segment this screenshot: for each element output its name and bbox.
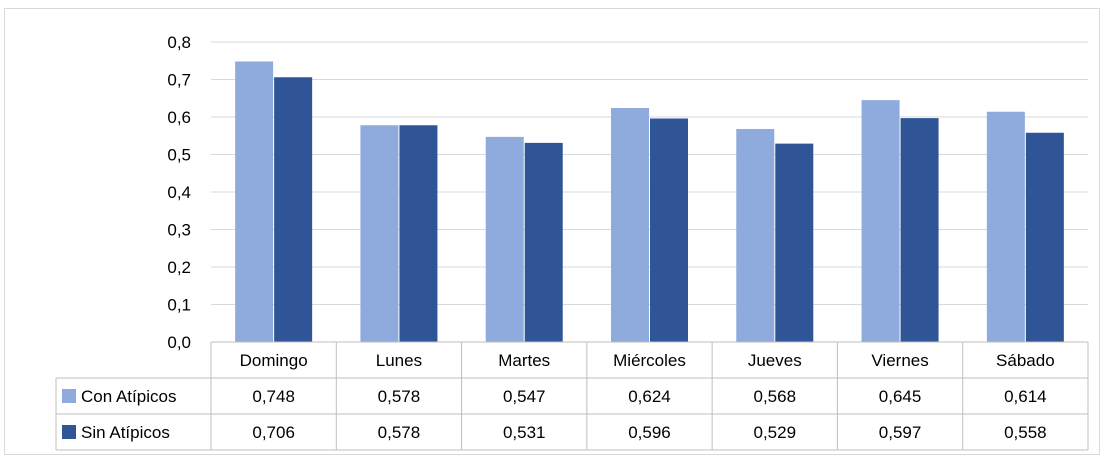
bar-con-atipicos (611, 108, 649, 342)
bar-sin-atipicos (775, 143, 814, 342)
data-table-value: 0,558 (1004, 423, 1047, 442)
bar-sin-atipicos (399, 125, 438, 342)
bar-con-atipicos (235, 61, 274, 342)
bar-con-atipicos (485, 136, 524, 342)
chart-frame (4, 8, 1100, 455)
legend-label: Sin Atípicos (81, 423, 170, 442)
data-table-value: 0,645 (879, 387, 922, 406)
y-tick-label: 0,7 (167, 71, 191, 90)
data-table-value: 0,614 (1004, 387, 1047, 406)
legend-swatch (62, 389, 76, 403)
data-table-value: 0,529 (754, 423, 797, 442)
data-table-value: 0,547 (503, 387, 546, 406)
data-table-value: 0,624 (628, 387, 671, 406)
category-label: Viernes (871, 351, 928, 370)
legend-swatch (62, 425, 76, 439)
bar-con-atipicos (861, 100, 900, 342)
data-table-value: 0,748 (252, 387, 295, 406)
bar-sin-atipicos (524, 142, 563, 342)
y-tick-label: 0,2 (167, 258, 191, 277)
bar-con-atipicos (360, 125, 399, 342)
bar-con-atipicos (986, 111, 1025, 342)
category-label: Martes (498, 351, 550, 370)
data-table-value: 0,578 (378, 423, 421, 442)
y-tick-label: 0,5 (167, 146, 191, 165)
data-table-value: 0,596 (628, 423, 671, 442)
category-label: Miércoles (613, 351, 686, 370)
y-tick-label: 0,3 (167, 221, 191, 240)
data-table-value: 0,568 (754, 387, 797, 406)
category-label: Sábado (996, 351, 1055, 370)
y-tick-label: 0,0 (167, 333, 191, 352)
bar-sin-atipicos (1025, 132, 1064, 342)
data-table-value: 0,531 (503, 423, 546, 442)
y-tick-label: 0,8 (167, 33, 191, 52)
data-table-value: 0,597 (879, 423, 922, 442)
y-tick-label: 0,4 (167, 183, 191, 202)
bar-sin-atipicos (650, 118, 688, 342)
legend-label: Con Atípicos (81, 387, 176, 406)
data-table-value: 0,706 (252, 423, 295, 442)
category-label: Domingo (240, 351, 308, 370)
y-tick-label: 0,1 (167, 296, 191, 315)
bar-sin-atipicos (274, 77, 313, 342)
y-tick-label: 0,6 (167, 108, 191, 127)
bar-sin-atipicos (900, 118, 939, 342)
data-table-value: 0,578 (378, 387, 421, 406)
category-label: Jueves (748, 351, 802, 370)
category-label: Lunes (376, 351, 422, 370)
bar-con-atipicos (736, 129, 775, 342)
